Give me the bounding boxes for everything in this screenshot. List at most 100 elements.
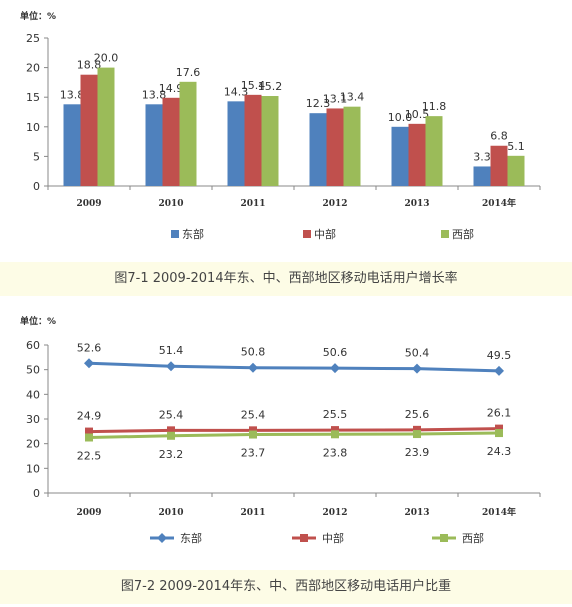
data-label: 14.9 bbox=[159, 82, 184, 95]
data-label: 13.4 bbox=[340, 91, 365, 104]
data-label: 25.4 bbox=[159, 408, 184, 421]
legend-label: 西部 bbox=[452, 227, 474, 241]
line-marker bbox=[495, 424, 503, 433]
data-label: 13.8 bbox=[142, 88, 167, 101]
data-label: 26.1 bbox=[487, 407, 512, 420]
series-line bbox=[88, 427, 500, 434]
data-label: 5.1 bbox=[507, 140, 525, 153]
y-tick-label: 50 bbox=[26, 364, 40, 377]
bar bbox=[326, 108, 344, 186]
line-marker bbox=[249, 426, 257, 435]
y-tick-label: 0 bbox=[33, 180, 40, 193]
legend-label: 中部 bbox=[322, 531, 344, 545]
line-marker bbox=[330, 363, 340, 374]
y-tick-label: 30 bbox=[26, 413, 40, 426]
legend-swatch bbox=[171, 230, 179, 238]
x-tick-label: 2010 bbox=[158, 508, 183, 518]
data-label: 25.5 bbox=[323, 408, 348, 421]
line-marker bbox=[300, 534, 308, 542]
data-label: 25.6 bbox=[405, 408, 430, 421]
data-label: 22.5 bbox=[77, 450, 102, 463]
data-label: 11.8 bbox=[422, 100, 447, 113]
data-label: 24.9 bbox=[77, 410, 102, 423]
line-marker bbox=[331, 426, 339, 435]
data-label: 49.5 bbox=[487, 349, 512, 362]
y-tick-label: 10 bbox=[26, 121, 40, 134]
x-tick-label: 2010 bbox=[158, 199, 183, 209]
y-tick-label: 10 bbox=[26, 462, 40, 475]
line-marker bbox=[166, 361, 176, 372]
y-tick-label: 5 bbox=[33, 150, 40, 163]
x-tick-label: 2009 bbox=[76, 199, 101, 209]
bar bbox=[309, 113, 327, 186]
y-tick-label: 40 bbox=[26, 388, 40, 401]
bar bbox=[425, 116, 443, 186]
line-marker bbox=[85, 433, 93, 442]
line-marker bbox=[331, 430, 339, 439]
y-tick-label: 25 bbox=[26, 32, 40, 45]
bar bbox=[473, 166, 491, 186]
x-tick-label: 2012 bbox=[322, 508, 347, 518]
data-label: 6.8 bbox=[490, 130, 508, 143]
bar bbox=[80, 74, 98, 186]
data-label: 20.0 bbox=[94, 52, 119, 65]
data-label: 23.2 bbox=[159, 448, 184, 461]
x-tick-label: 2014年 bbox=[482, 506, 516, 518]
bar bbox=[97, 67, 115, 186]
x-tick-label: 2012 bbox=[322, 199, 347, 209]
data-label: 23.7 bbox=[241, 447, 266, 460]
x-tick-label: 2013 bbox=[404, 199, 429, 209]
line-chart-panel: 单位：% 0 10 20 30 40 50 60 2009 2010 2011 2012 2013 201… bbox=[0, 304, 572, 607]
data-label: 23.9 bbox=[405, 446, 430, 459]
data-label: 15.2 bbox=[258, 80, 283, 93]
bar bbox=[227, 101, 245, 186]
legend-label: 中部 bbox=[314, 227, 336, 241]
series-line bbox=[88, 361, 500, 373]
line-chart-caption: 图7-2 2009-2014年东、中、西部地区移动电话用户比重 bbox=[0, 570, 572, 604]
y-tick-label: 20 bbox=[26, 62, 40, 75]
data-label: 52.6 bbox=[77, 341, 102, 354]
bar-chart: 单位：% 0 5 10 15 20 25 2009 2010 2011 2012 2013 2014年 1… bbox=[20, 10, 541, 241]
bar-chart-panel: 单位：% 0 5 10 15 20 25 2009 2010 2011 2012 2013 2014年 1… bbox=[0, 0, 572, 298]
line-marker bbox=[157, 533, 167, 543]
data-label: 25.4 bbox=[241, 408, 266, 421]
line-marker bbox=[167, 426, 175, 435]
unit-label: 单位：% bbox=[20, 10, 56, 22]
legend-label: 东部 bbox=[182, 227, 204, 241]
bar bbox=[145, 104, 163, 186]
data-label: 17.6 bbox=[176, 66, 201, 79]
data-label: 13.8 bbox=[60, 88, 85, 101]
line-marker bbox=[249, 430, 257, 439]
legend-label: 西部 bbox=[462, 531, 484, 545]
x-tick-label: 2009 bbox=[76, 508, 101, 518]
legend-label: 东部 bbox=[180, 531, 202, 545]
data-label: 18.8 bbox=[77, 59, 102, 72]
series-line bbox=[88, 431, 500, 439]
bar bbox=[343, 106, 361, 186]
y-tick-label: 0 bbox=[33, 487, 40, 500]
line-marker bbox=[167, 431, 175, 440]
data-label: 50.6 bbox=[323, 346, 348, 359]
line-chart-plot-area: 单位：% 0 10 20 30 40 50 60 2009 2010 2011 2012 2013 201… bbox=[0, 304, 572, 566]
legend-swatch bbox=[303, 230, 311, 238]
unit-label: 单位：% bbox=[20, 315, 56, 327]
line-marker bbox=[440, 534, 448, 542]
line-marker bbox=[495, 429, 503, 438]
bar bbox=[490, 145, 508, 186]
data-label: 50.4 bbox=[405, 347, 430, 360]
x-tick-label: 2011 bbox=[240, 199, 265, 209]
data-label: 23.8 bbox=[323, 446, 348, 459]
line-marker bbox=[413, 430, 421, 439]
bar bbox=[162, 97, 180, 186]
line-marker bbox=[412, 363, 422, 374]
bar bbox=[408, 123, 426, 186]
bar bbox=[63, 104, 81, 186]
x-tick-label: 2011 bbox=[240, 508, 265, 518]
data-label: 15.4 bbox=[241, 79, 266, 92]
data-label: 24.3 bbox=[487, 445, 512, 458]
bar bbox=[391, 126, 409, 186]
y-tick-label: 60 bbox=[26, 339, 40, 352]
data-label: 50.8 bbox=[241, 346, 266, 359]
bar-chart-caption: 图7-1 2009-2014年东、中、西部地区移动电话用户增长率 bbox=[0, 262, 572, 296]
line-chart: 单位：% 0 10 20 30 40 50 60 2009 2010 2011 2012 2013 201… bbox=[20, 315, 541, 545]
